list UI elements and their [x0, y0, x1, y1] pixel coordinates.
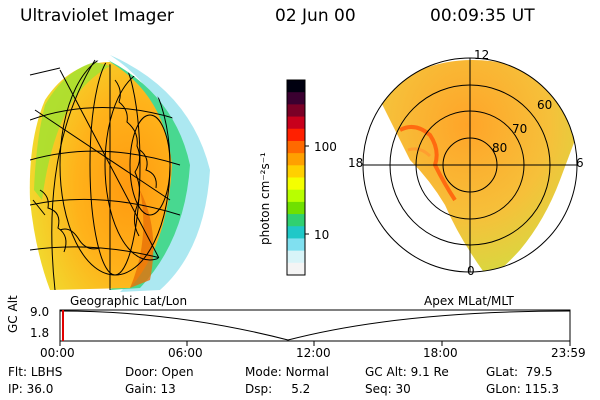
status-seq: Seq: 30	[365, 382, 411, 396]
mlat-label-60: 60	[537, 98, 553, 112]
status-filter: Flt: LBHS	[8, 365, 63, 379]
status-ip: IP: 36.0	[8, 382, 54, 396]
colorbar-segment	[287, 189, 305, 203]
colorbar-segment	[287, 116, 305, 130]
colorbar-segment	[287, 92, 305, 105]
mlt-label-12: 12	[474, 48, 490, 62]
colorbar-segment	[287, 104, 305, 118]
colorbar-segment	[287, 250, 305, 264]
colorbar-segment	[287, 177, 305, 191]
time-tick-1800: 18:00	[423, 346, 458, 360]
status-door: Door: Open	[125, 365, 194, 379]
mlt-label-0: 0	[467, 264, 475, 278]
time-tick-2359: 23:59	[551, 346, 586, 360]
colorbar	[286, 79, 309, 276]
colorbar-segment	[287, 238, 305, 252]
status-gain: Gain: 13	[125, 382, 176, 396]
colorbar-tick-10: 10	[314, 228, 330, 242]
colorbar-segment	[287, 214, 305, 227]
instrument-title: Ultraviolet Imager	[20, 6, 174, 26]
mlt-label-6: 6	[576, 156, 584, 170]
status-glon: GLon: 115.3	[486, 382, 559, 396]
status-mode: Mode: Normal	[245, 365, 329, 379]
colorbar-segment	[287, 226, 305, 239]
status-gc-alt: GC Alt: 9.1 Re	[365, 365, 449, 379]
colorbar-segment	[287, 153, 305, 166]
altitude-ytick-1-8: 1.8	[30, 326, 50, 340]
right-panel-caption: Apex MLat/MLT	[424, 294, 514, 308]
colorbar-segment	[287, 80, 305, 93]
colorbar-tick-100: 100	[314, 140, 337, 154]
left-panel-caption: Geographic Lat/Lon	[70, 294, 188, 308]
mlat-label-70: 70	[512, 122, 528, 136]
polar-plot	[362, 57, 578, 273]
mlat-label-80: 80	[492, 141, 508, 155]
colorbar-segment	[287, 201, 305, 215]
time-tick-1200: 12:00	[296, 346, 331, 360]
colorbar-unit-label: photon cm⁻²s⁻¹	[258, 152, 272, 245]
date-label: 02 Jun 00	[275, 6, 356, 26]
mlt-label-18: 18	[348, 156, 364, 170]
time-tick-0600: 06:00	[168, 346, 203, 360]
altitude-ylabel: GC Alt	[6, 295, 20, 333]
altitude-ytick-9: 9.0	[30, 305, 50, 319]
time-tick-0000: 00:00	[40, 346, 75, 360]
status-dsp: Dsp: 5.2	[245, 382, 311, 396]
colorbar-segment	[287, 165, 305, 178]
colorbar-segment	[287, 140, 305, 154]
time-label: 00:09:35 UT	[430, 6, 535, 26]
status-glat: GLat: 79.5	[486, 365, 553, 379]
colorbar-segment	[287, 128, 305, 142]
earth-image	[29, 55, 210, 292]
colorbar-segment	[287, 262, 305, 276]
altitude-track	[59, 309, 571, 346]
